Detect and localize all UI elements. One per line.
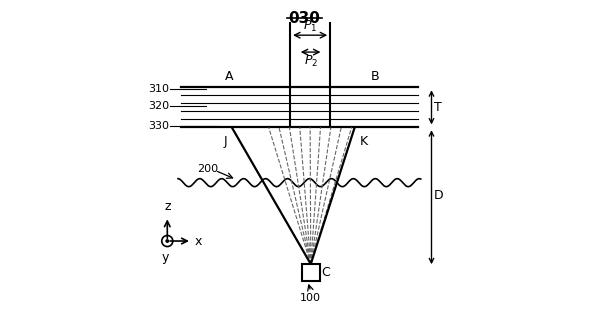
Text: x: x	[195, 235, 202, 247]
Text: 310: 310	[148, 84, 170, 94]
FancyBboxPatch shape	[302, 264, 320, 281]
Text: $P_1$: $P_1$	[303, 19, 317, 34]
Text: A: A	[224, 70, 233, 83]
Text: $P_2$: $P_2$	[303, 54, 317, 69]
Text: y: y	[162, 251, 170, 264]
Text: 100: 100	[300, 293, 321, 303]
Text: z: z	[164, 200, 170, 213]
Text: 330: 330	[148, 121, 170, 131]
Text: B: B	[370, 70, 379, 83]
Text: C: C	[322, 266, 330, 279]
Text: 200: 200	[196, 164, 218, 174]
Text: 320: 320	[148, 101, 170, 111]
Text: T: T	[434, 101, 441, 114]
Text: D: D	[434, 189, 444, 202]
Text: K: K	[359, 135, 367, 148]
Text: J: J	[224, 135, 227, 148]
Text: 030: 030	[288, 11, 320, 26]
Circle shape	[166, 240, 168, 242]
